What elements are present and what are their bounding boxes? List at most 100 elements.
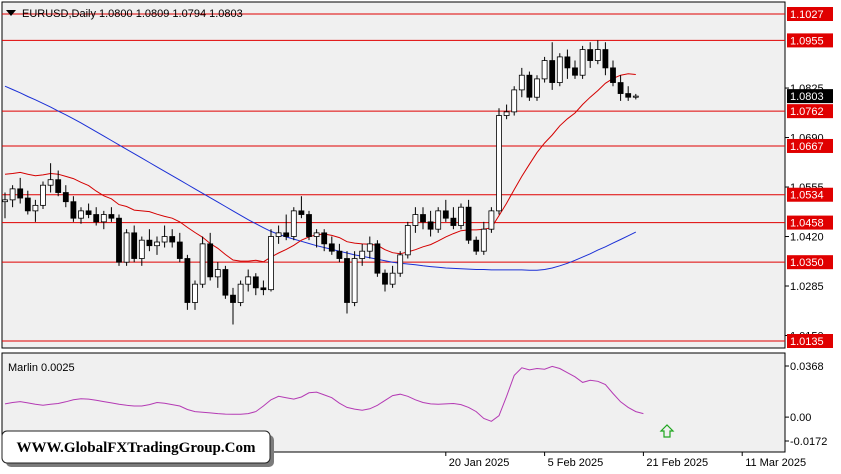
candle-body: [420, 214, 426, 223]
level-tag-box: [787, 215, 833, 230]
current-price-box: [787, 89, 833, 104]
candle-body: [2, 199, 8, 203]
candle: [427, 210, 434, 237]
level-tag-label: 1.0350: [790, 257, 824, 269]
candle-body: [32, 204, 39, 212]
candle: [169, 229, 176, 248]
candle: [184, 254, 191, 310]
candle-body: [268, 236, 274, 291]
candle-body: [9, 188, 16, 201]
candle-body: [556, 56, 563, 83]
fast-moving-average: [4, 73, 636, 263]
candle-body: [17, 188, 24, 199]
slow-ma-line: [4, 85, 637, 271]
candle: [480, 221, 487, 255]
candle: [62, 185, 69, 208]
candle-body: [496, 115, 502, 212]
level-tag-box: [787, 138, 833, 153]
candle-body: [450, 217, 457, 226]
candle-body: [100, 214, 107, 223]
candle-body: [161, 236, 168, 243]
candle-body: [579, 49, 586, 76]
current-price-label: 1.0803: [790, 91, 824, 103]
candle: [146, 229, 153, 252]
candle-body: [632, 95, 639, 98]
chart-menu-icon[interactable]: [6, 10, 16, 16]
candle-body: [108, 214, 115, 219]
candle-body: [351, 258, 358, 303]
candle: [564, 49, 571, 79]
candle-body: [78, 210, 84, 219]
candle: [192, 280, 198, 310]
candle-body: [534, 78, 540, 98]
level-tag-label: 1.0458: [790, 218, 824, 230]
candle: [488, 207, 495, 233]
candle: [116, 214, 122, 266]
price-plot-area[interactable]: [1, 1, 786, 349]
candle-body: [245, 276, 252, 285]
candle-body: [252, 276, 259, 289]
level-tag-label: 1.0135: [790, 336, 824, 348]
candle: [556, 53, 563, 87]
level-tag-label: 1.1027: [790, 9, 824, 21]
candle: [518, 67, 525, 98]
candle-body: [328, 243, 335, 252]
candle-body: [610, 67, 616, 83]
candle: [70, 196, 77, 222]
candle: [55, 170, 62, 197]
candle-body: [116, 217, 122, 263]
candle: [93, 207, 100, 226]
candle: [549, 42, 556, 90]
candle-body: [511, 89, 518, 113]
price-tick-label: 1.0420: [790, 232, 824, 244]
candle: [176, 232, 183, 263]
candle-body: [283, 232, 290, 237]
level-tag-label: 1.0762: [790, 106, 824, 118]
candle: [298, 196, 305, 219]
candle-body: [237, 283, 244, 303]
candle-body: [214, 269, 221, 278]
candle: [9, 185, 16, 208]
candle: [359, 243, 366, 266]
candle: [397, 251, 404, 277]
candle-body: [93, 214, 100, 223]
candle: [306, 210, 312, 241]
candle-body: [427, 221, 434, 230]
candle: [161, 225, 168, 248]
candle: [442, 199, 449, 222]
candle: [389, 265, 396, 288]
candle-body: [503, 111, 510, 116]
candle: [579, 45, 586, 79]
candle-body: [374, 243, 381, 274]
candle-body: [192, 283, 198, 303]
candle-body: [199, 243, 206, 285]
candle: [336, 243, 343, 263]
candle: [78, 207, 84, 224]
candle: [207, 232, 214, 281]
time-tick-label: 5 Feb 2025: [548, 457, 604, 469]
oscillator-title: Marlin 0.0025: [8, 362, 75, 374]
candle: [275, 225, 282, 244]
candle: [131, 225, 138, 263]
candle: [47, 163, 54, 193]
up-arrow-icon: [659, 424, 675, 438]
candle-body: [290, 210, 297, 237]
candle-body: [359, 250, 366, 259]
oscillator-axis: 0.0368 0.00 -0.0172: [785, 361, 827, 448]
candle: [382, 269, 388, 292]
candle: [572, 60, 578, 79]
candle-body: [62, 192, 69, 203]
candle-body: [207, 243, 214, 278]
candle-body: [602, 49, 609, 69]
candle-body: [313, 232, 320, 237]
candle: [214, 262, 221, 288]
candle-body: [572, 67, 578, 76]
candle-body: [55, 179, 62, 193]
candle: [32, 199, 39, 222]
price-tick-label: 1.0285: [790, 281, 824, 293]
watermark-banner: WWW.GlobalFXTradingGroup.Com: [1, 430, 274, 467]
candle-body: [47, 179, 54, 186]
candle-body: [306, 214, 312, 237]
